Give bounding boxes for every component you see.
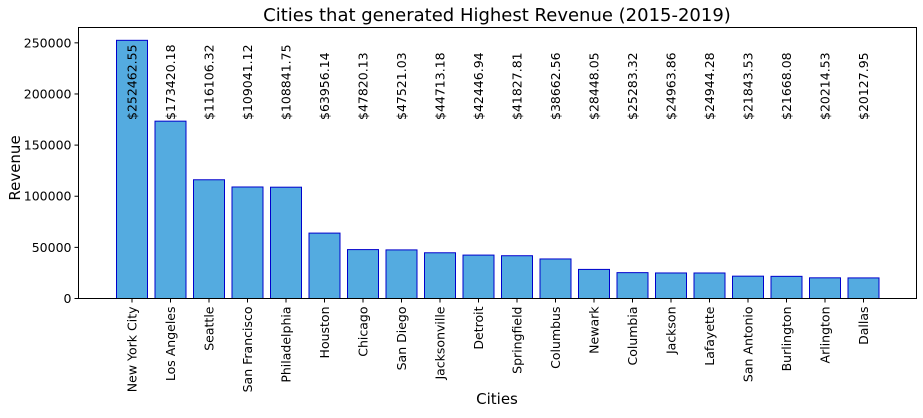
bar-data-label: $108841.75 <box>279 44 294 120</box>
y-tick-label: 0 <box>64 291 72 306</box>
bar-data-label: $24944.28 <box>702 52 717 120</box>
x-tick-label: Jacksonville <box>433 306 448 380</box>
bar-dallas <box>847 277 880 299</box>
x-tick-label: Newark <box>587 306 602 354</box>
y-tick-label: 100000 <box>24 189 72 204</box>
bar-los-angeles <box>154 120 187 300</box>
x-tick-label: Jackson <box>664 307 679 356</box>
x-tick-label: Detroit <box>471 306 486 349</box>
bar-newark <box>578 268 610 299</box>
bar-philadelphia <box>270 186 302 299</box>
x-axis: New York City Los Angeles Seattle San Franc… <box>125 298 871 393</box>
y-tick-label: 250000 <box>24 35 72 50</box>
x-tick-label: Springfield <box>510 307 525 374</box>
bar-data-label: $252462.55 <box>125 44 140 120</box>
x-tick-label: New York City <box>125 306 140 392</box>
bar-data-label: $20127.95 <box>856 52 871 120</box>
x-tick-label: Seattle <box>202 306 217 351</box>
bar-data-label: $47820.13 <box>356 52 371 120</box>
bar-data-label: $42446.94 <box>471 52 486 120</box>
x-tick-label: Lafayette <box>702 306 717 366</box>
x-tick-label: Houston <box>317 307 332 359</box>
y-tick-label: 150000 <box>24 138 72 153</box>
x-tick-label: Burlington <box>779 307 794 372</box>
bar-arlington <box>809 277 841 300</box>
bar-data-label: $47521.03 <box>394 52 409 120</box>
bar-data-label: $109041.12 <box>240 44 255 120</box>
bar-san-diego <box>385 249 418 299</box>
bar-seattle <box>193 179 225 300</box>
x-tick-label: San Antonio <box>741 307 756 383</box>
bar-jackson <box>655 272 687 299</box>
x-tick-label: San Diego <box>394 307 409 371</box>
x-tick-label: Columbia <box>625 307 640 366</box>
bar-jacksonville <box>424 252 456 299</box>
chart-title: Cities that generated Highest Revenue (2… <box>263 5 731 26</box>
x-tick-label: Los Angeles <box>163 307 178 382</box>
y-axis-label: Revenue <box>6 135 24 200</box>
plot-frame <box>78 27 917 299</box>
bar-data-label: $173420.18 <box>163 44 178 120</box>
x-tick-label: Chicago <box>356 307 371 357</box>
bar-data-label: $44713.18 <box>433 52 448 120</box>
x-tick-label: Arlington <box>818 307 833 364</box>
bar-lafayette <box>693 272 726 299</box>
bar-san-francisco <box>231 186 264 299</box>
y-axis: 0 50000 100000 150000 200000 250000 <box>24 35 79 306</box>
bar-data-label: $63956.14 <box>317 52 332 120</box>
bar-chicago <box>347 249 379 300</box>
bar-data-label: $41827.81 <box>510 52 525 120</box>
bar-data-label: $20214.53 <box>818 52 833 120</box>
bars-group <box>116 39 880 300</box>
bar-data-label: $24963.86 <box>664 52 679 120</box>
bar-data-label: $38662.56 <box>548 52 563 120</box>
bar-burlington <box>770 275 803 299</box>
bar-data-label: $116106.32 <box>202 44 217 120</box>
bar-houston <box>308 232 341 299</box>
y-tick-label: 50000 <box>32 240 72 255</box>
x-tick-label: Philadelphia <box>279 307 294 383</box>
bar-data-label: $21843.53 <box>741 52 756 120</box>
bar-columbus <box>539 258 572 300</box>
y-tick-label: 200000 <box>24 86 72 101</box>
bar-new-york-city <box>116 39 148 299</box>
bar-labels-group: $252462.55 $173420.18 $116106.32 $109041.12… <box>125 44 872 120</box>
bar-columbia <box>616 272 649 299</box>
bar-detroit <box>462 254 495 299</box>
x-tick-label: Columbus <box>548 307 563 369</box>
x-axis-label: Cities <box>476 390 518 408</box>
bar-san-antonio <box>732 275 764 299</box>
x-tick-label: San Francisco <box>240 307 255 393</box>
bar-springfield <box>501 255 533 299</box>
bar-data-label: $28448.05 <box>587 52 602 120</box>
bar-data-label: $25283.32 <box>625 52 640 120</box>
bar-data-label: $21668.08 <box>779 52 794 120</box>
x-tick-label: Dallas <box>856 307 871 345</box>
